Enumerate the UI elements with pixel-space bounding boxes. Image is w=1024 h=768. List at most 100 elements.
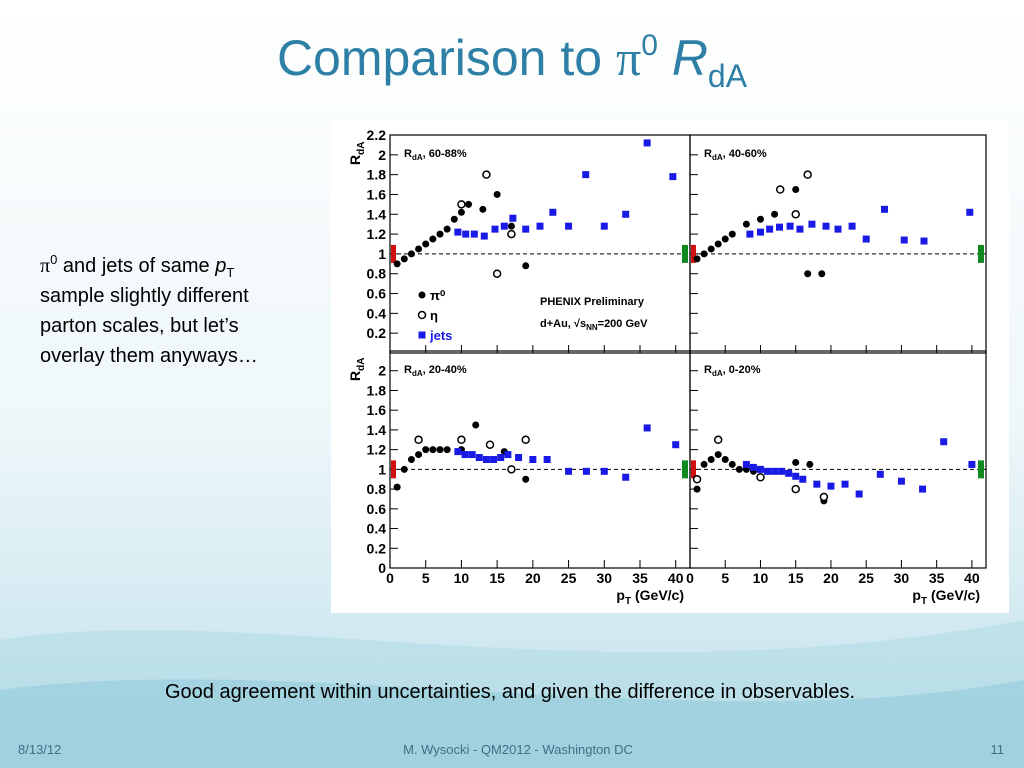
bullet-line: π0 and jets of same pT [40, 252, 234, 280]
panel-title: RdA, 40-60% [704, 148, 767, 162]
legend-label: jets [429, 328, 452, 343]
pi0-point [415, 245, 423, 253]
jet-point [454, 448, 462, 456]
x-tick-label: 40 [668, 570, 684, 586]
jet-point [500, 222, 508, 230]
jet-point [749, 463, 757, 471]
norm-box [691, 244, 696, 263]
panel-title-sub: dA [412, 153, 423, 162]
y-label-r: R [347, 155, 363, 165]
y-label-sub: dA [356, 142, 367, 155]
jet-point [855, 490, 863, 498]
pi0-point [450, 215, 458, 223]
y-label-sub: dA [356, 358, 367, 371]
x-tick-label: 25 [561, 570, 577, 586]
eta-point [492, 269, 502, 278]
y-tick-label: 1 [378, 246, 386, 262]
y-tick-label: 0.2 [367, 540, 387, 556]
jet-point [746, 230, 754, 238]
y-tick-label: 0.4 [367, 521, 387, 537]
jet-point [862, 235, 870, 243]
panel-title-sub: dA [712, 153, 723, 162]
jet-point [462, 230, 470, 238]
jet-point [461, 451, 469, 459]
title-sub: dA [708, 58, 748, 94]
jet-point [600, 467, 608, 475]
jet-point [622, 210, 630, 218]
eta-point [791, 210, 800, 219]
pi0-point [507, 222, 515, 230]
jet-point [756, 465, 764, 473]
jet-point [643, 424, 651, 432]
pi0-point [393, 483, 401, 491]
bullet-sup: 0 [50, 252, 57, 267]
y-tick-label: 0.6 [367, 501, 387, 517]
jet-point [771, 467, 779, 475]
pi0-point [457, 208, 465, 216]
panel-title-text: , 0-20% [723, 364, 761, 376]
x-tick-label: 35 [929, 570, 945, 586]
jet-point [808, 220, 816, 228]
y-tick-label: 0 [378, 560, 386, 576]
energy-pre: d+Au, [540, 318, 574, 330]
pi0-point [728, 230, 736, 238]
eta-point [414, 435, 423, 445]
y-tick-label: 0.8 [367, 481, 387, 497]
wave [0, 679, 1024, 768]
energy-s: √s [574, 318, 586, 330]
norm-box [691, 460, 696, 479]
pi0-point [818, 270, 826, 278]
pi0-point [693, 485, 701, 493]
jet-point [672, 441, 680, 449]
x-tick-label: 20 [823, 570, 839, 586]
jet-point [742, 460, 750, 468]
jet-point [497, 454, 505, 462]
jet-point [565, 467, 573, 475]
jet-point [799, 475, 807, 483]
title-r: R [658, 30, 708, 86]
jet-point [897, 477, 905, 485]
jet-point [786, 222, 794, 230]
y-tick-label: 2 [378, 147, 386, 163]
x-label-p: p [616, 587, 625, 603]
jet-point [813, 480, 821, 488]
bullet-sub: T [226, 265, 234, 280]
jet-point [504, 451, 512, 459]
pi0-point [804, 270, 812, 278]
jet-point [582, 467, 590, 475]
eta-point [819, 492, 829, 502]
wave [0, 620, 1024, 768]
jet-point [881, 205, 889, 213]
x-tick-label: 35 [632, 570, 648, 586]
x-tick-label: 10 [753, 570, 769, 586]
jet-point [785, 469, 793, 477]
panel-title: RdA, 60-88% [404, 148, 467, 162]
y-tick-label: 1.6 [367, 186, 387, 202]
jet-point [475, 454, 483, 462]
jet-point [822, 222, 830, 230]
pi0-point [400, 465, 408, 473]
pi0-point [721, 235, 729, 243]
pi0-point [429, 446, 437, 454]
x-tick-label: 20 [525, 570, 541, 586]
pi0-point [436, 446, 444, 454]
pi0-point [771, 210, 779, 218]
figure-background [331, 120, 1009, 613]
pi0-point [700, 250, 708, 258]
title-text: Comparison to [277, 30, 616, 86]
pi0-point [756, 215, 764, 223]
jet-point [900, 236, 908, 244]
jet-point [834, 225, 842, 233]
jet-point [968, 460, 976, 468]
panel-title-sub: dA [712, 369, 723, 378]
panel-title: RdA, 0-20% [704, 364, 761, 378]
y-tick-label: 1.8 [367, 167, 387, 183]
bullet-p: p [214, 255, 226, 277]
jet-point [470, 230, 478, 238]
pi0-point [522, 262, 530, 270]
x-tick-label: 15 [489, 570, 505, 586]
bullet-line: overlay them anyways… [40, 345, 258, 367]
jet-point [482, 456, 490, 463]
